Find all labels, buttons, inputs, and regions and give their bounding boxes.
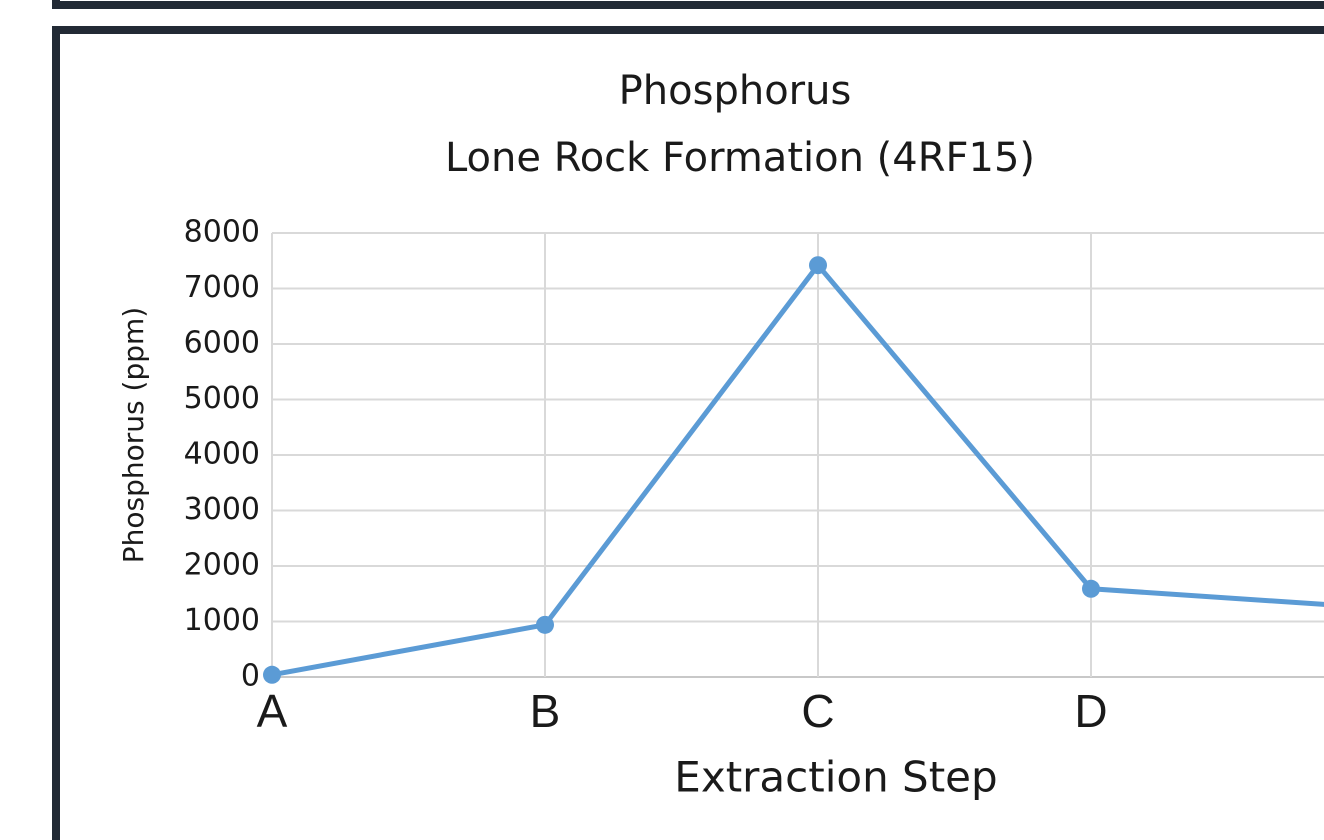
y-axis-label: Phosphorus (ppm) <box>117 307 150 563</box>
data-point <box>1082 579 1100 598</box>
x-tick-label: B <box>530 685 561 737</box>
y-tick-label: 7000 <box>184 270 260 305</box>
y-tick-label: 6000 <box>184 326 260 361</box>
x-tick-label: D <box>1074 685 1107 737</box>
data-point <box>536 615 554 634</box>
y-tick-label: 1000 <box>184 603 260 638</box>
y-tick-label: 2000 <box>184 548 260 583</box>
data-point <box>263 665 281 684</box>
data-point <box>809 256 827 275</box>
y-tick-label: 8000 <box>184 215 260 250</box>
plot <box>263 256 1324 684</box>
x-axis-label: Extraction Step <box>674 753 997 802</box>
panel-frame <box>52 26 1324 840</box>
chart-subtitle: Lone Rock Formation (4RF15) <box>445 135 1035 181</box>
y-tick-label: 4000 <box>184 437 260 472</box>
upper-panel-frame <box>52 0 1324 9</box>
y-tick-label: 3000 <box>184 492 260 527</box>
y-tick-label: 0 <box>241 659 260 694</box>
x-tick-label: A <box>257 685 288 737</box>
chart-title: Phosphorus <box>619 68 852 114</box>
grid: 0 1000 2000 3000 4000 5000 6000 7000 8000 A B C D <box>184 215 1324 737</box>
x-tick-label: C <box>801 685 834 737</box>
y-tick-label: 5000 <box>184 381 260 416</box>
